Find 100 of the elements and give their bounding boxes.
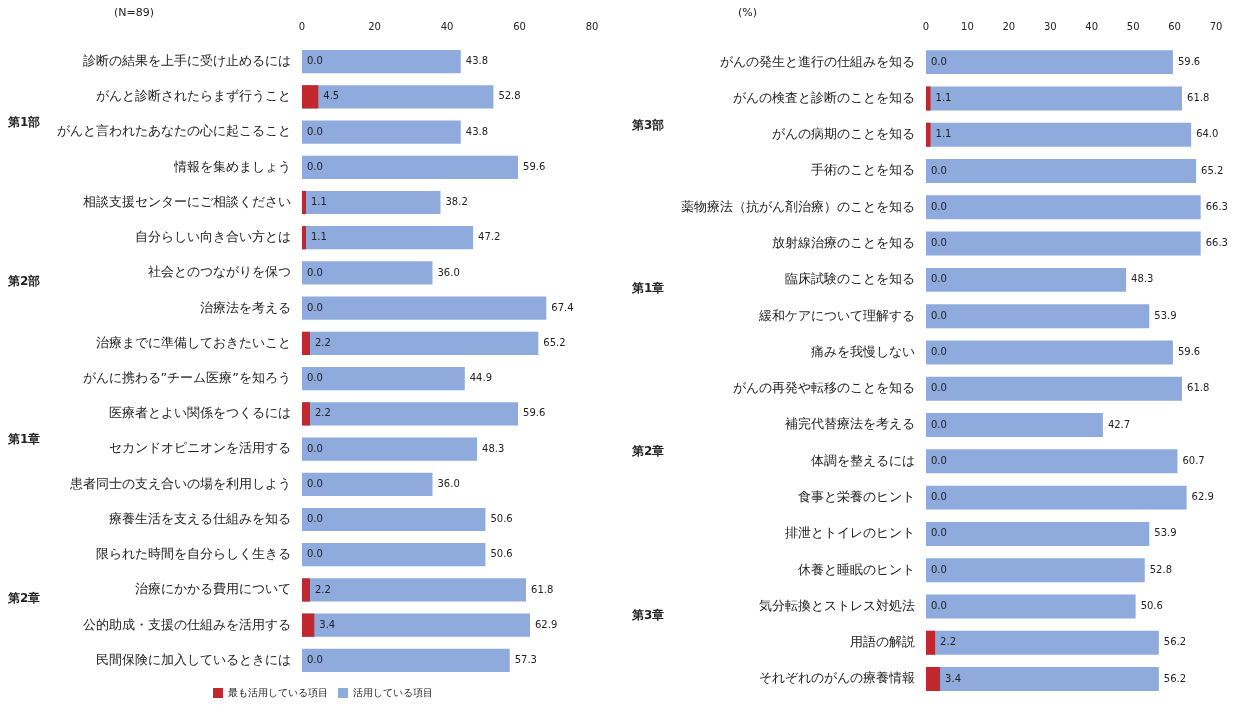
y-tick-label: 手術のことを知る (811, 162, 915, 178)
y-tick-label: 情報を集めましょう (173, 158, 291, 174)
data-label: 36.0 (437, 266, 460, 278)
x-tick-label: 30 (1043, 20, 1057, 32)
bar (926, 50, 1173, 75)
data-label: 52.8 (1149, 563, 1173, 575)
data-label: 0.0 (307, 548, 323, 560)
bar (926, 195, 1201, 220)
data-label: 48.3 (1131, 273, 1154, 285)
bar (302, 120, 461, 144)
y-tick-label: がんと言われたあなたの心に起こること (57, 123, 291, 139)
y-tick-label: 公的助成・支援の仕組みを活用する (83, 616, 291, 632)
y-tick-label: 気分転換とストレス対処法 (759, 597, 915, 613)
text: 第3部 (631, 117, 665, 132)
x-tick-label: 40 (440, 20, 454, 32)
text: 第1章 (631, 281, 665, 296)
bar (926, 340, 1173, 365)
data-label: 47.2 (478, 231, 501, 243)
bar (926, 122, 931, 147)
data-label: 1.1 (935, 92, 952, 104)
y-tick-label: がんの再発や転移のことを知る (733, 380, 915, 396)
y-tick-label: 診断の結果を上手に受け止めるには (83, 52, 291, 68)
bar (926, 376, 1183, 401)
data-label: 62.9 (1191, 491, 1214, 503)
y-tick-label: 治療までに準備しておきたいこと (96, 334, 291, 350)
data-label: 1.1 (310, 196, 327, 208)
data-label: 38.2 (445, 196, 468, 208)
bar (302, 543, 486, 567)
x-tick-label: 70 (1209, 20, 1223, 32)
y-tick-label: がんの発生と進行の仕組みを知る (720, 53, 915, 69)
data-label: 65.2 (543, 336, 566, 348)
x-tick-label: 20 (1002, 20, 1016, 32)
y-tick-label: 補完代替療法を考える (785, 416, 915, 432)
bar (302, 507, 486, 532)
data-label: 59.6 (1177, 55, 1201, 67)
data-label: 2.2 (940, 636, 957, 648)
x-tick-label: 40 (1085, 20, 1099, 32)
data-label: 57.3 (514, 653, 537, 665)
y-tick-label: がんの検査と診断のことを知る (733, 89, 915, 105)
bar (302, 366, 465, 391)
bar (302, 155, 519, 179)
bar (926, 86, 931, 111)
x-tick-label: 0 (922, 20, 930, 32)
data-label: 0.0 (307, 125, 323, 137)
data-label: 2.2 (314, 336, 331, 348)
y-tick-label: がんの病期のことを知る (772, 126, 915, 142)
y-tick-label: 痛みを我慢しない (811, 343, 915, 359)
data-label: 0.0 (931, 237, 947, 249)
bar (302, 613, 315, 637)
y-tick-label: がんに携わる”チーム医療”を知ろう (82, 369, 291, 385)
data-label: 0.0 (307, 372, 323, 384)
data-label: 0.0 (931, 600, 947, 612)
bar (926, 630, 936, 655)
data-label: 50.6 (490, 548, 513, 560)
data-label: 50.6 (1140, 600, 1163, 612)
data-label: 60.7 (1182, 454, 1205, 466)
text: 第1章 (7, 432, 41, 447)
bar (926, 594, 1136, 619)
x-tick-label: 60 (1168, 20, 1181, 32)
y-tick-label: 療養生活を支える仕組みを知る (109, 510, 291, 526)
data-label: 36.0 (437, 477, 460, 489)
bar (926, 413, 1103, 438)
data-label: 0.0 (931, 563, 947, 575)
data-label: 61.8 (1187, 382, 1210, 394)
y-tick-label: それぞれのがんの療養情報 (759, 670, 915, 686)
text: 第2部 (7, 273, 41, 288)
x-tick-label: 50 (1126, 20, 1140, 32)
data-label: 0.0 (931, 418, 947, 430)
bar (302, 402, 310, 426)
data-label: 0.0 (931, 164, 947, 176)
y-tick-label: 民間保険に加入しているときには (96, 651, 291, 667)
data-label: 56.2 (1163, 636, 1187, 648)
x-tick-label: 60 (513, 20, 526, 32)
data-label: 43.8 (465, 55, 489, 67)
text: 第1部 (7, 115, 41, 130)
y-tick-label: 排泄とトイレのヒント (785, 525, 915, 541)
bar (302, 296, 547, 320)
data-label: 1.1 (310, 231, 327, 243)
y-tick-label: 社会とのつながりを保つ (148, 264, 291, 280)
bar (302, 648, 510, 673)
data-label: 0.0 (931, 55, 947, 67)
data-label: 66.3 (1205, 237, 1228, 249)
y-tick-label: 患者同士の支え合いの場を利用しよう (69, 475, 291, 491)
bar (302, 190, 306, 215)
bar (926, 485, 1187, 510)
bar (302, 437, 478, 461)
data-label: 2.2 (314, 407, 331, 419)
data-label: 0.0 (931, 346, 947, 358)
bar (302, 85, 319, 109)
bar (926, 449, 1178, 474)
data-label: 61.8 (1187, 92, 1210, 104)
y-tick-label: 休養と睡眠のヒント (798, 561, 915, 577)
data-label: 3.4 (319, 618, 336, 630)
x-tick-label: 0 (298, 20, 306, 32)
data-label: 1.1 (935, 128, 952, 140)
data-label: 59.6 (1177, 346, 1201, 358)
bar (926, 159, 1197, 183)
bar (926, 667, 941, 692)
data-label: 42.7 (1107, 418, 1131, 430)
legend-label: 活用している項目 (353, 686, 433, 698)
